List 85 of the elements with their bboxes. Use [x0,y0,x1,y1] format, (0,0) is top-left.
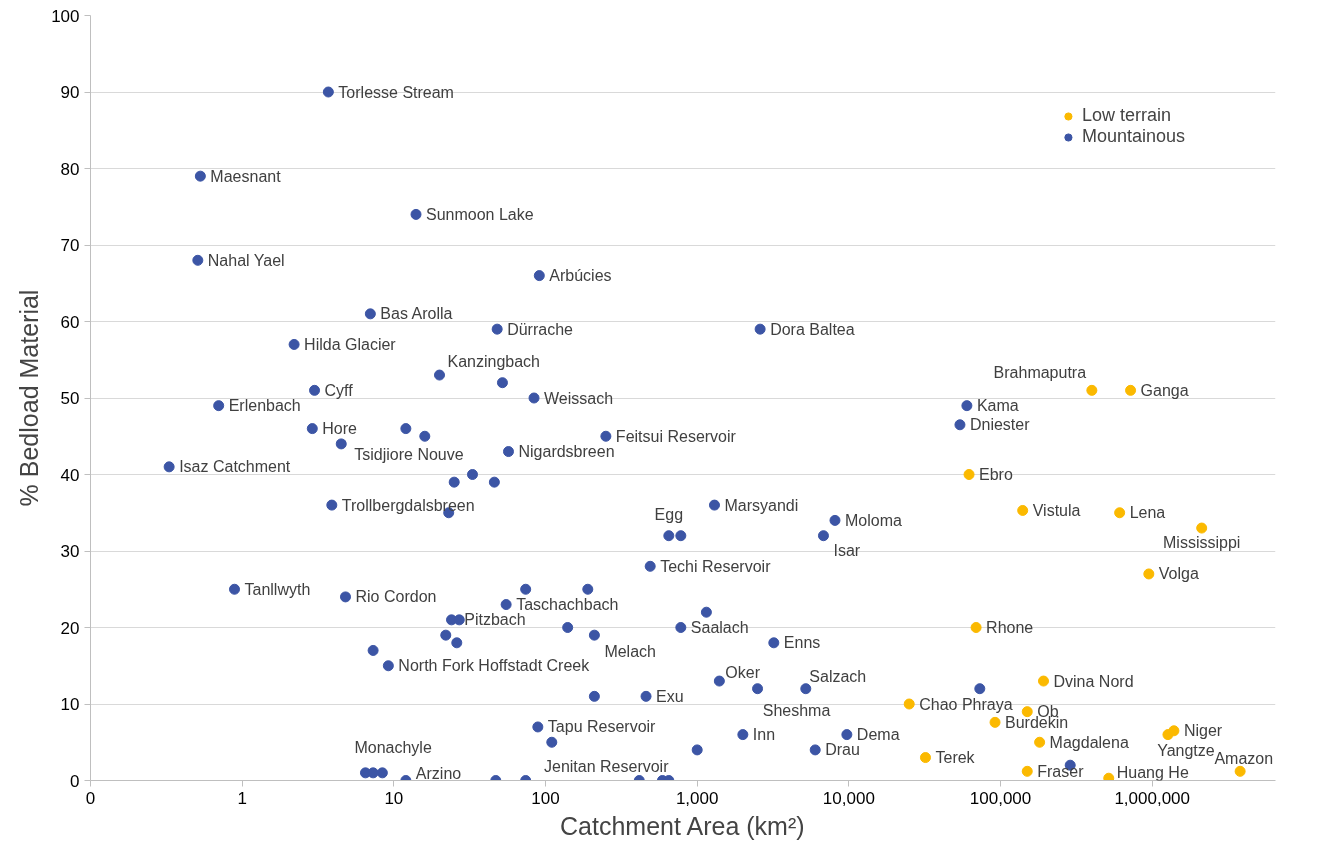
y-tick-label: 40 [60,465,80,485]
annotation: Isar [833,542,861,560]
annotation: Terek [935,749,976,767]
annotation: Ebro [979,466,1013,483]
annotation: Arzino [415,765,462,782]
annotation: Taschachbach [516,596,619,614]
annotation: Salzach [809,668,867,686]
annotation: Dema [856,726,900,744]
annotation: Cyff [324,381,354,399]
annotation: Volga [1158,565,1199,583]
y-tick-label: 30 [60,542,80,561]
y-tick-label: 90 [60,83,80,102]
annotation: Vistula [1032,501,1081,519]
y-tick-label: 100 [51,6,80,26]
annotation: Saalach [690,619,749,636]
annotation: Dürrache [507,320,574,338]
annotation: Ganga [1140,381,1189,399]
annotation: Dniester [969,416,1031,434]
annotation: Melach [604,642,656,660]
annotation: Sheshma [762,702,831,720]
y-tick-label: 60 [60,312,80,332]
y-axis-title: % Bedload Material [15,289,44,507]
annotation: Moloma [844,511,902,529]
annotation: Tapu Reservoir [547,718,657,736]
annotation: Enns [783,634,821,652]
annotation: Hore [322,420,358,438]
x-tick-label: 0 [85,788,96,808]
annotation: Trollbergdalsbreen [341,496,475,514]
annotation: Isaz Catchment [179,458,291,476]
x-tick-label: 1,000,000 [1114,788,1191,808]
annotation: Dvina Nord [1053,672,1134,690]
annotation: Chao Phraya [919,695,1013,713]
x-tick-label: 100 [531,788,560,808]
annotation: North Fork Hoffstadt Creek [398,657,591,675]
annotation: Pitzbach [464,611,526,629]
annotation: Nigardsbreen [518,443,615,461]
annotation: Techi Reservoir [660,557,772,575]
y-tick-label: 0 [70,771,80,791]
annotation: Yangtze [1157,742,1215,760]
annotation: Mississippi [1163,533,1241,551]
annotation: Rio Cordon [355,588,437,606]
annotation: Niger [1183,722,1223,740]
annotation: Erlenbach [228,397,301,415]
x-tick-label: 10 [384,788,404,808]
annotation: Tsidjiore Nouve [354,446,464,464]
annotation: Jenitan Reservoir [544,758,670,775]
y-tick-label: 10 [60,695,80,714]
annotation: Marsyandi [724,496,799,514]
annotation: Exu [656,687,684,705]
annotation: Lena [1129,504,1166,522]
annotation: Kama [976,397,1019,415]
annotation: Oker [725,663,761,681]
annotation: Huang He [1116,763,1189,781]
annotation: Rhone [986,619,1034,636]
legend-label: Low terrain [1081,105,1171,126]
annotation: Hilda Glacier [304,335,397,353]
annotation: Inn [752,726,776,744]
y-tick-label: 70 [60,236,80,255]
annotation: Nahal Yael [207,251,285,269]
annotation: Feitsui Reservoir [615,427,737,445]
annotation: Sunmoon Lake [426,205,534,223]
annotation: Brahmaputra [993,363,1087,381]
x-axis-title: Catchment Area (km²) [560,811,805,840]
annotation: Egg [654,506,684,524]
annotation: Maesnant [210,167,282,185]
annotation: Tanllwyth [244,580,311,598]
x-tick-label: 1 [237,788,247,808]
y-tick-label: 80 [60,159,80,179]
annotation: Amazon [1214,749,1274,767]
annotation: Bas Arolla [380,305,453,323]
x-tick-label: 100,000 [969,788,1032,808]
legend-label: Mountainous [1081,126,1185,147]
annotation: Dora Baltea [770,320,855,338]
annotation: Drau [825,741,860,759]
annotation: Weissach [544,389,614,407]
y-tick-label: 50 [60,389,80,408]
annotation: Fraser [1037,762,1085,780]
x-tick-label: 10,000 [822,788,875,808]
annotation: Monachyle [354,739,432,757]
x-tick-label: 1,000 [675,788,719,808]
annotation: Torlesse Stream [338,83,454,101]
annotation: Kanzingbach [447,352,541,370]
annotation: Magdalena [1049,733,1129,751]
y-tick-label: 20 [60,618,80,638]
annotation: Arbúcies [549,267,612,285]
